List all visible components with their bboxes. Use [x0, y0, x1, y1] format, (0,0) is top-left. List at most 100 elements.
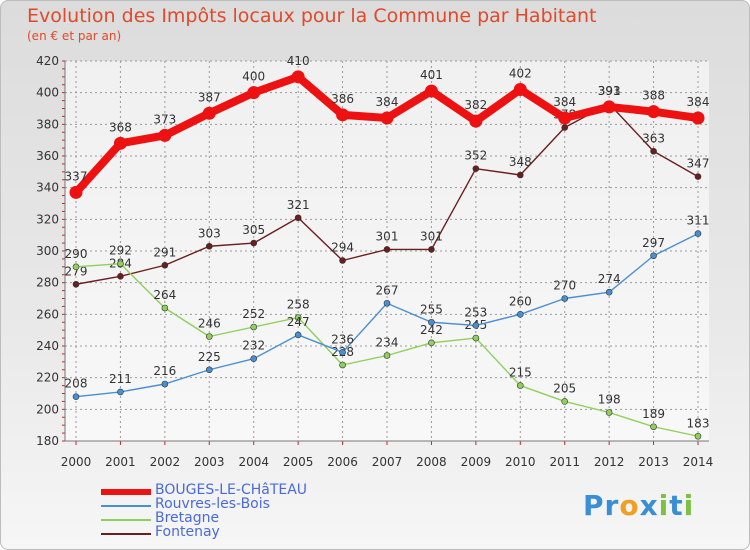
data-label-bretagne: 205 [553, 381, 576, 395]
data-point-bretagne [339, 361, 346, 369]
x-tick-label: 2006 [327, 455, 358, 469]
data-point-bouges-le-ch-teau [69, 185, 83, 199]
data-point-rouvres-les-bois [250, 355, 258, 362]
y-tick-label: 380 [36, 117, 59, 131]
data-point-bouges-le-ch-teau [513, 83, 527, 96]
data-label-rouvres-les-bois: 267 [376, 283, 399, 297]
data-point-bouges-le-ch-teau [469, 114, 483, 128]
data-label-rouvres-les-bois: 247 [287, 315, 310, 329]
data-point-bretagne [605, 409, 613, 416]
y-tick-label: 280 [36, 276, 59, 290]
data-point-fontenay [161, 261, 169, 269]
legend-swatch-fontenay [101, 533, 151, 535]
data-label-bretagne: 292 [109, 244, 132, 258]
x-tick-label: 2014 [683, 455, 714, 469]
legend-swatch-bretagne [101, 519, 151, 521]
data-label-fontenay: 347 [687, 157, 710, 171]
data-label-bretagne: 242 [420, 323, 443, 337]
legend-label-bretagne: Bretagne [155, 510, 220, 526]
x-tick-label: 2010 [505, 455, 536, 469]
x-tick-label: 2002 [150, 455, 181, 469]
data-point-bretagne [161, 304, 169, 312]
data-point-bretagne [294, 314, 302, 321]
y-tick-label: 180 [36, 434, 59, 448]
y-tick-label: 220 [36, 371, 59, 385]
data-point-bouges-le-ch-teau [602, 100, 616, 114]
data-point-bretagne [561, 398, 569, 405]
data-label-bouges-le-ch-teau: 402 [509, 67, 532, 81]
logo-letter: x [639, 489, 659, 522]
data-point-bretagne [650, 423, 657, 431]
data-point-rouvres-les-bois [605, 288, 613, 296]
data-point-bouges-le-ch-teau [247, 86, 261, 100]
chart-subtitle: (en € et par an) [27, 29, 122, 43]
data-point-bouges-le-ch-teau [380, 111, 394, 125]
y-tick-label: 240 [36, 339, 59, 353]
x-tick-label: 2011 [549, 455, 580, 469]
legend-label-bouges: BOUGES-LE-CHâTEAU [155, 482, 308, 498]
data-point-bretagne [428, 339, 435, 347]
data-point-bretagne [516, 382, 524, 389]
data-point-bouges-le-ch-teau [336, 108, 350, 122]
data-label-bouges-le-ch-teau: 400 [242, 70, 265, 84]
legend-label-rouvres: Rouvres-les-Bois [155, 496, 270, 512]
y-tick-label: 360 [36, 149, 59, 163]
data-point-rouvres-les-bois [650, 252, 657, 260]
data-label-fontenay: 279 [65, 264, 88, 278]
data-label-bretagne: 215 [509, 366, 532, 380]
data-label-bouges-le-ch-teau: 384 [687, 95, 710, 109]
data-point-bouges-le-ch-teau [691, 111, 705, 125]
logo-letter: r [604, 489, 620, 522]
data-point-bouges-le-ch-teau [291, 70, 305, 84]
data-point-rouvres-les-bois [339, 349, 346, 356]
data-label-bouges-le-ch-teau: 401 [420, 68, 443, 82]
data-label-bouges-le-ch-teau: 368 [109, 120, 132, 134]
data-label-rouvres-les-bois: 270 [553, 279, 576, 293]
logo-letter: P [583, 489, 605, 522]
data-point-rouvres-les-bois [161, 380, 169, 388]
data-point-fontenay [72, 280, 80, 288]
data-label-fontenay: 294 [331, 241, 354, 255]
data-point-rouvres-les-bois [561, 295, 569, 302]
data-label-bouges-le-ch-teau: 387 [198, 90, 221, 104]
data-point-rouvres-les-bois [72, 393, 80, 400]
data-point-fontenay [694, 173, 702, 180]
legend-label-fontenay: Fontenay [155, 524, 220, 540]
x-tick-label: 2012 [594, 455, 625, 469]
data-point-fontenay [383, 246, 391, 253]
data-point-bouges-le-ch-teau [202, 106, 216, 120]
y-tick-label: 320 [36, 212, 59, 226]
data-point-fontenay [650, 147, 657, 155]
data-point-bouges-le-ch-teau [558, 111, 572, 125]
logo-letter: i [658, 489, 670, 522]
data-point-fontenay [117, 273, 124, 280]
data-label-fontenay: 291 [153, 245, 176, 259]
data-point-rouvres-les-bois [294, 331, 302, 339]
x-tick-label: 2013 [638, 455, 669, 469]
x-tick-label: 2005 [283, 455, 314, 469]
data-point-bouges-le-ch-teau [113, 136, 127, 150]
data-label-rouvres-les-bois: 208 [65, 377, 88, 391]
data-label-bretagne: 183 [687, 416, 710, 430]
logo-letter: o [619, 489, 640, 522]
data-point-bretagne [383, 352, 391, 359]
data-point-bretagne [205, 333, 213, 340]
data-label-rouvres-les-bois: 225 [198, 350, 221, 364]
data-label-bouges-le-ch-teau: 388 [642, 89, 665, 103]
y-tick-label: 400 [36, 86, 59, 100]
data-label-bretagne: 258 [287, 298, 310, 312]
data-label-bretagne: 290 [65, 247, 88, 261]
y-tick-label: 340 [36, 181, 59, 195]
data-label-bretagne: 198 [598, 393, 621, 407]
data-point-rouvres-les-bois [205, 366, 213, 374]
data-point-bouges-le-ch-teau [424, 84, 438, 98]
data-label-rouvres-les-bois: 255 [420, 302, 443, 316]
data-label-bouges-le-ch-teau: 386 [331, 92, 354, 106]
y-tick-label: 200 [36, 402, 59, 416]
data-point-rouvres-les-bois [472, 322, 480, 329]
logo-letter: i [683, 489, 695, 522]
y-tick-label: 260 [36, 307, 59, 321]
data-point-fontenay [250, 239, 258, 247]
